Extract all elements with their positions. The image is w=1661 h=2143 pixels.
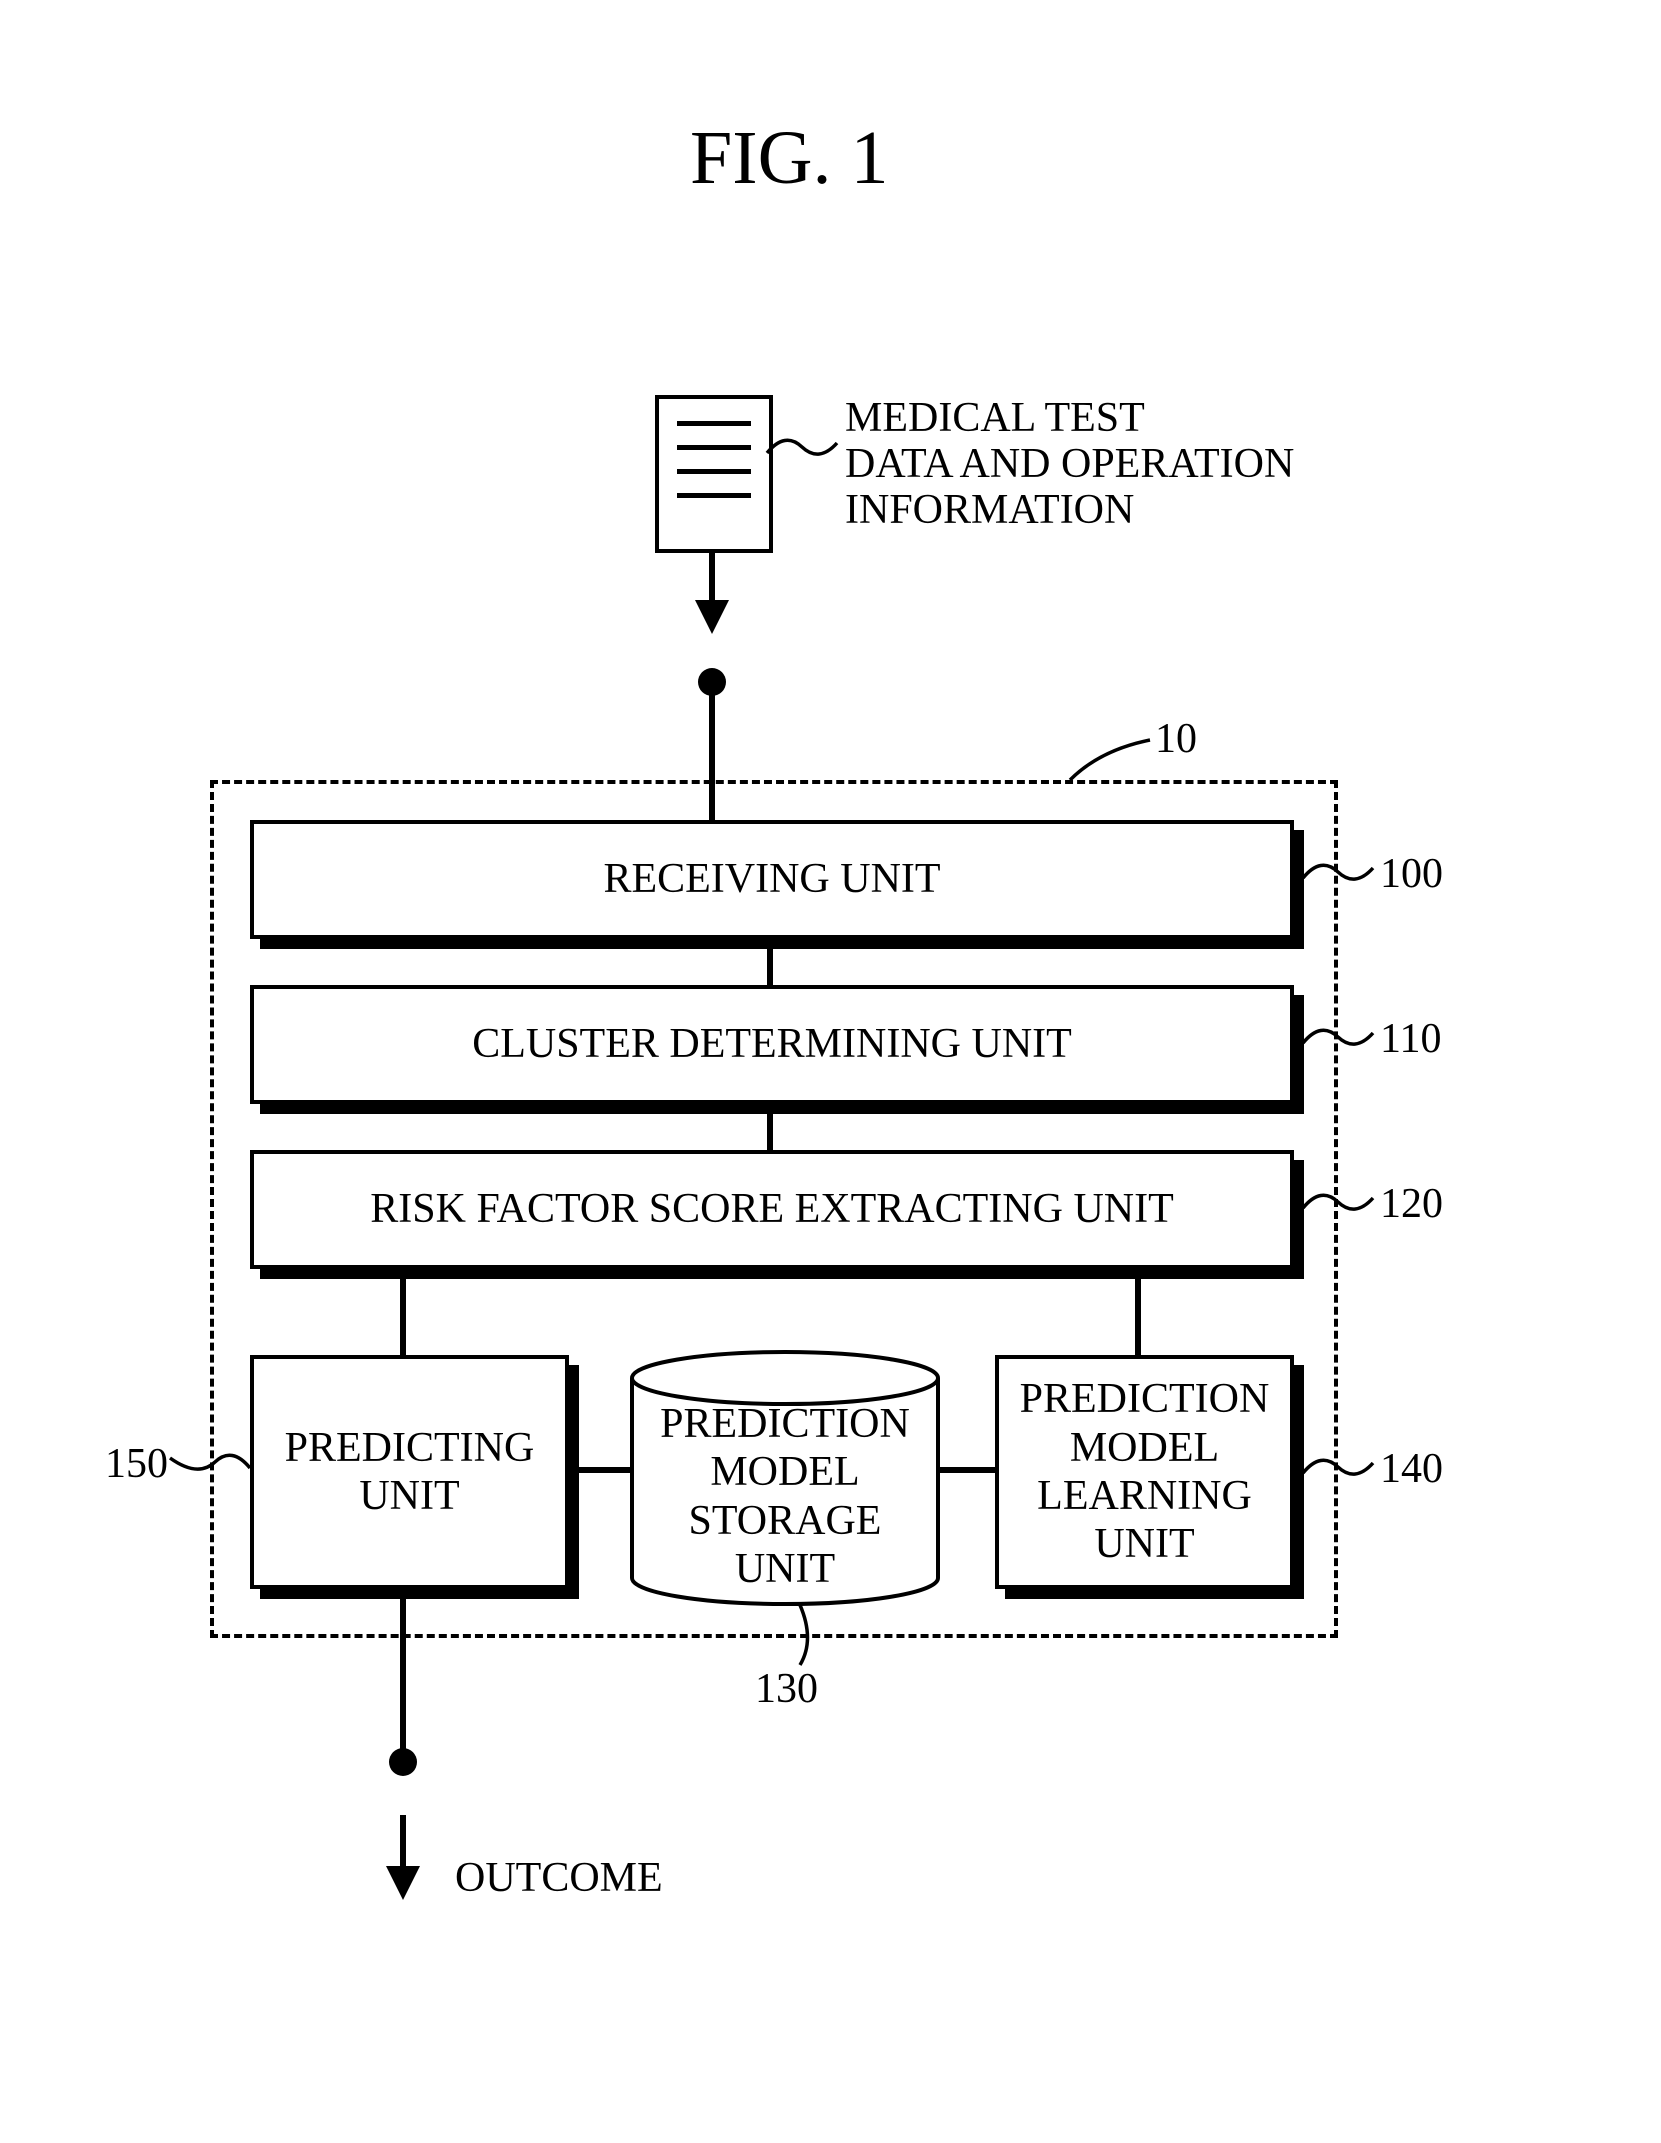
- ref-130: 130: [755, 1665, 818, 1713]
- ref-140: 140: [1380, 1445, 1443, 1493]
- ref-10: 10: [1155, 715, 1197, 763]
- input-label-l1: MEDICAL TEST: [845, 395, 1145, 441]
- doc-line: [677, 445, 751, 450]
- input-label-l3: INFORMATION: [845, 487, 1134, 533]
- leader-150: [170, 1450, 250, 1480]
- cluster-unit-label: CLUSTER DETERMINING UNIT: [472, 1020, 1072, 1068]
- arrow-icon: [695, 600, 729, 634]
- connector: [400, 1269, 406, 1355]
- doc-line: [677, 421, 751, 426]
- leader-100: [1303, 860, 1373, 890]
- receiving-unit-block: RECEIVING UNIT: [250, 820, 1294, 939]
- connector: [940, 1467, 995, 1473]
- figure-title: FIG. 1: [690, 115, 888, 202]
- connector: [400, 1815, 406, 1870]
- storage-l4: UNIT: [735, 1546, 835, 1592]
- leader-130: [800, 1605, 850, 1665]
- leader-120: [1303, 1190, 1373, 1220]
- junction-dot: [389, 1748, 417, 1776]
- ref-100: 100: [1380, 850, 1443, 898]
- learning-l4: UNIT: [1094, 1521, 1194, 1567]
- predicting-unit-block: PREDICTING UNIT: [250, 1355, 569, 1589]
- connector: [767, 939, 773, 985]
- cluster-unit-block: CLUSTER DETERMINING UNIT: [250, 985, 1294, 1104]
- outcome-label: OUTCOME: [455, 1855, 663, 1901]
- ref-120: 120: [1380, 1180, 1443, 1228]
- leader-110: [1303, 1025, 1373, 1055]
- connector: [767, 1104, 773, 1150]
- storage-l3: STORAGE: [689, 1498, 882, 1544]
- risk-unit-label: RISK FACTOR SCORE EXTRACTING UNIT: [370, 1185, 1174, 1233]
- predicting-l2: UNIT: [359, 1473, 459, 1519]
- connector: [569, 1467, 630, 1473]
- ref-110: 110: [1380, 1015, 1441, 1063]
- document-icon: [655, 395, 773, 553]
- ref-150: 150: [105, 1440, 168, 1488]
- leader-10: [1070, 740, 1150, 780]
- doc-line: [677, 469, 751, 474]
- learning-l2: MODEL: [1070, 1425, 1219, 1471]
- figure-canvas: FIG. 1 MEDICAL TEST DATA AND OPERATION I…: [0, 0, 1661, 2143]
- storage-unit-label: PREDICTION MODEL STORAGE UNIT: [630, 1400, 940, 1593]
- storage-l1: PREDICTION: [660, 1401, 910, 1447]
- learning-unit-block: PREDICTION MODEL LEARNING UNIT: [995, 1355, 1294, 1589]
- storage-l2: MODEL: [710, 1449, 859, 1495]
- leader-doc: [767, 435, 837, 465]
- risk-unit-block: RISK FACTOR SCORE EXTRACTING UNIT: [250, 1150, 1294, 1269]
- leader-140: [1303, 1455, 1373, 1485]
- junction-dot: [698, 668, 726, 696]
- learning-l3: LEARNING: [1037, 1473, 1252, 1519]
- arrow-icon: [386, 1866, 420, 1900]
- predicting-l1: PREDICTING: [285, 1425, 535, 1471]
- input-label-l2: DATA AND OPERATION: [845, 441, 1294, 487]
- receiving-unit-label: RECEIVING UNIT: [603, 855, 940, 903]
- connector: [709, 549, 715, 604]
- connector: [400, 1589, 406, 1749]
- connector: [1135, 1269, 1141, 1355]
- learning-l1: PREDICTION: [1020, 1376, 1270, 1422]
- input-label: MEDICAL TEST DATA AND OPERATION INFORMAT…: [845, 395, 1294, 534]
- doc-line: [677, 493, 751, 498]
